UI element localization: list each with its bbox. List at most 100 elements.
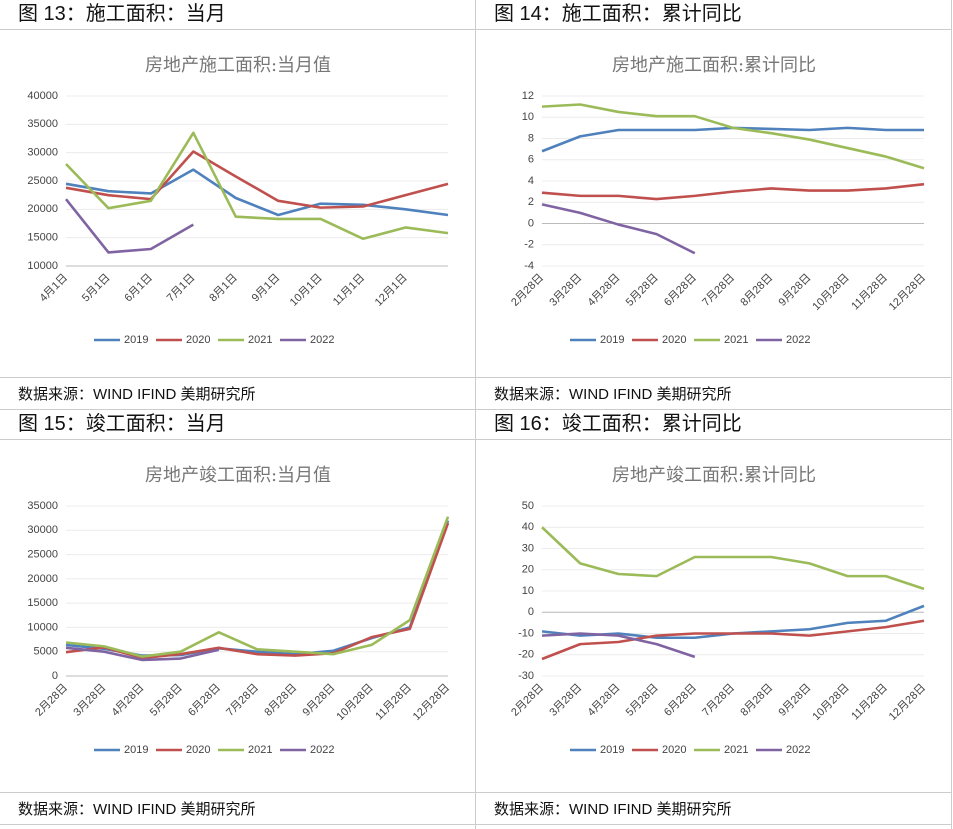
series-line [65, 150, 449, 209]
x-tick-label: 7月28日 [700, 272, 737, 309]
x-tick-label: 10月28日 [334, 682, 375, 723]
x-tick-label: 7月1日 [165, 272, 198, 305]
y-tick-label: -30 [518, 670, 534, 682]
x-tick-label: 12月28日 [887, 682, 928, 723]
y-tick-label: 50 [522, 500, 534, 512]
x-tick-label: 2月28日 [509, 682, 546, 719]
y-tick-label: -4 [524, 260, 534, 272]
legend-label: 2020 [186, 334, 210, 346]
y-tick-label: 30000 [27, 524, 58, 536]
legend-label: 2022 [786, 334, 810, 346]
source-note: 数据来源：WIND IFIND 美期研究所 [476, 792, 951, 825]
figure-label: 图 15：竣工面积：当月 [0, 410, 475, 440]
series-line [65, 522, 450, 660]
series-line [65, 646, 220, 662]
x-tick-label: 12月28日 [887, 272, 928, 313]
x-tick-label: 9月28日 [777, 682, 814, 719]
source-note: 数据来源：WIND IFIND 美期研究所 [0, 792, 475, 825]
legend-label: 2020 [662, 744, 686, 756]
x-tick-label: 11月28日 [849, 682, 890, 723]
series-line [65, 516, 450, 658]
legend-label: 2021 [248, 334, 272, 346]
y-tick-label: -2 [524, 239, 534, 251]
x-tick-label: 9月28日 [301, 682, 338, 719]
x-tick-label: 8月1日 [207, 272, 240, 305]
legend-label: 2019 [124, 744, 148, 756]
figure-panel: 图 14：施工面积：累计同比 房地产施工面积:累计同比 -4 -2 0 2 4 6 8 10 12 2… [476, 0, 952, 410]
x-tick-label: 2月28日 [33, 682, 70, 719]
x-tick-label: 8月28日 [262, 682, 299, 719]
x-tick-label: 9月28日 [777, 272, 814, 309]
chart: 房地产施工面积:累计同比 -4 -2 0 2 4 6 8 10 12 2月28日 3月28日 4月28日… [509, 55, 928, 346]
series-line [65, 131, 449, 241]
figure-label: 图 14：施工面积：累计同比 [476, 0, 951, 30]
y-tick-label: 2 [528, 196, 534, 208]
x-tick-label: 4月28日 [586, 682, 623, 719]
series-line [541, 632, 696, 659]
x-tick-label: 6月28日 [662, 272, 699, 309]
x-tick-label: 11月1日 [331, 272, 367, 308]
x-tick-label: 3月28日 [71, 682, 108, 719]
chart-title: 房地产施工面积:累计同比 [612, 55, 816, 76]
x-tick-label: 5月28日 [148, 682, 185, 719]
series-line [64, 198, 194, 254]
series-line [541, 619, 925, 661]
y-tick-label: 12 [522, 90, 534, 102]
x-tick-label: 7月28日 [224, 682, 261, 719]
x-tick-label: 2月28日 [509, 272, 546, 309]
legend-label: 2022 [310, 744, 334, 756]
y-tick-label: 40000 [27, 90, 58, 102]
chart-title: 房地产竣工面积:累计同比 [612, 465, 816, 486]
y-tick-label: 10 [522, 585, 534, 597]
y-tick-label: 8 [528, 132, 534, 144]
y-tick-label: 25000 [27, 548, 58, 560]
x-tick-label: 4月28日 [110, 682, 147, 719]
x-tick-label: 8月28日 [738, 682, 775, 719]
y-tick-label: 35000 [27, 118, 58, 130]
x-tick-label: 8月28日 [738, 272, 775, 309]
legend-label: 2021 [248, 744, 272, 756]
x-tick-label: 10月28日 [810, 272, 851, 313]
x-tick-label: 4月28日 [586, 272, 623, 309]
series-line [541, 103, 925, 170]
legend-label: 2019 [600, 334, 624, 346]
source-note: 数据来源：WIND IFIND 美期研究所 [0, 377, 475, 410]
series-line [65, 168, 449, 217]
legend-label: 2022 [310, 334, 334, 346]
x-tick-label: 5月28日 [624, 272, 661, 309]
y-tick-label: 20000 [27, 573, 58, 585]
y-tick-label: 20 [522, 564, 534, 576]
chart: 房地产竣工面积:当月值 0 5000 10000 15000 20000 25000 3000… [27, 465, 452, 756]
y-tick-label: 0 [52, 670, 58, 682]
figure-label: 图 16：竣工面积：累计同比 [476, 410, 951, 440]
y-tick-label: -10 [518, 627, 534, 639]
x-tick-label: 10月28日 [810, 682, 851, 723]
figure-panel: 图 15：竣工面积：当月 房地产竣工面积:当月值 0 5000 10000 15000 20… [0, 410, 476, 829]
chart: 房地产竣工面积:累计同比 -30 -20 -10 0 10 20 30 40 50 2月28日 3月2… [509, 465, 928, 756]
x-tick-label: 12月28日 [411, 682, 452, 723]
series-line [541, 182, 925, 201]
y-tick-label: 4 [528, 175, 534, 187]
x-tick-label: 6月1日 [122, 272, 155, 305]
y-tick-label: -20 [518, 649, 534, 661]
x-tick-label: 9月1日 [250, 272, 283, 305]
figure-panel: 图 16：竣工面积：累计同比 房地产竣工面积:累计同比 -30 -20 -10 0 10 20… [476, 410, 952, 829]
y-tick-label: 15000 [27, 232, 58, 244]
x-tick-label: 5月1日 [80, 272, 113, 305]
legend-label: 2022 [786, 744, 810, 756]
y-tick-label: 15000 [27, 597, 58, 609]
x-tick-label: 6月28日 [662, 682, 699, 719]
series-line [65, 520, 450, 657]
series-line [541, 526, 925, 591]
legend-label: 2020 [662, 334, 686, 346]
y-tick-label: 5000 [34, 646, 58, 658]
y-tick-label: 6 [528, 154, 534, 166]
legend-label: 2019 [124, 334, 148, 346]
figure-panel: 图 13：施工面积：当月 房地产施工面积:当月值 10000 15000 20000 25… [0, 0, 476, 410]
legend-label: 2021 [724, 334, 748, 346]
x-tick-label: 3月28日 [547, 682, 584, 719]
figure-label: 图 13：施工面积：当月 [0, 0, 475, 30]
x-tick-label: 11月28日 [849, 272, 890, 313]
chart-title: 房地产施工面积:当月值 [145, 55, 331, 76]
